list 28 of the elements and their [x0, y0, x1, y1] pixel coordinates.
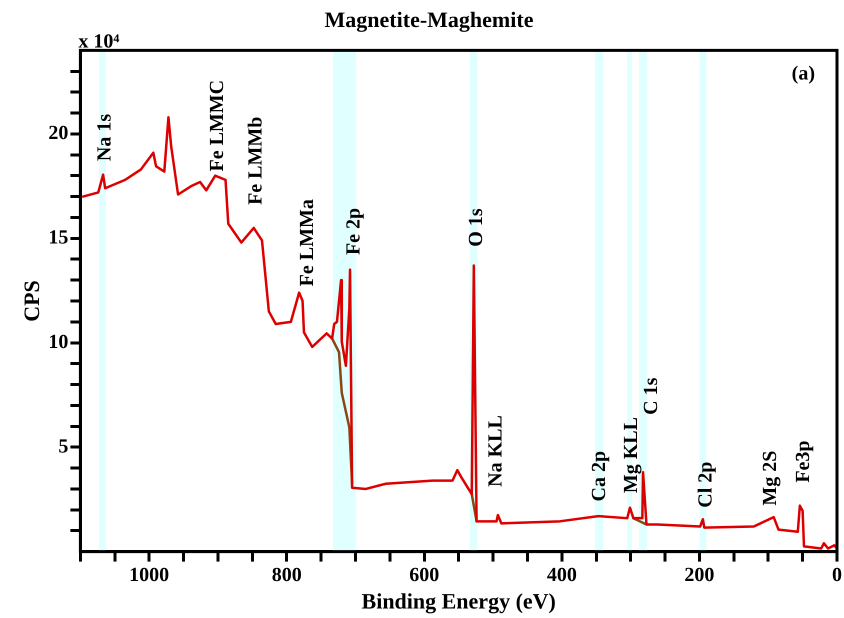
annotation: (a): [792, 62, 815, 85]
x-tick-label: 1000: [129, 564, 170, 586]
y-tick-label: 20: [48, 122, 68, 144]
x-tick-label: 0: [832, 564, 842, 586]
x-tick-label: 800: [272, 564, 302, 586]
annotation: Fe LMMb: [244, 116, 267, 205]
annotation: Fe LMMa: [296, 199, 318, 286]
annotation: O 1s: [464, 208, 487, 247]
chart-title: Magnetite-Maghemite: [324, 6, 534, 32]
y-tick-label: 5: [58, 435, 68, 458]
y-axis-title: CPS: [18, 280, 44, 322]
x-tick-label: 400: [546, 564, 577, 586]
annotation: Fe3p: [792, 440, 814, 483]
annotation: Fe 2p: [342, 208, 364, 256]
annotation: Mg 2S: [759, 450, 782, 506]
annotation: Na 1s: [93, 114, 116, 162]
x-axis-title: Binding Energy (eV): [362, 588, 556, 614]
annotation: Cl 2p: [694, 462, 716, 508]
y-tick-label: 15: [48, 226, 68, 249]
annotation: Na KLL: [484, 415, 507, 487]
annotation: Ca 2p: [588, 450, 610, 502]
annotation: Fe LMMC: [206, 80, 228, 172]
y-tick-label: 10: [48, 330, 68, 353]
x-tick-label: 200: [684, 564, 714, 586]
annotation: C 1s: [640, 377, 662, 415]
annotation: x 10⁴: [78, 30, 120, 53]
x-tick-label: 600: [409, 564, 440, 586]
annotation: Mg KLL: [620, 417, 642, 494]
